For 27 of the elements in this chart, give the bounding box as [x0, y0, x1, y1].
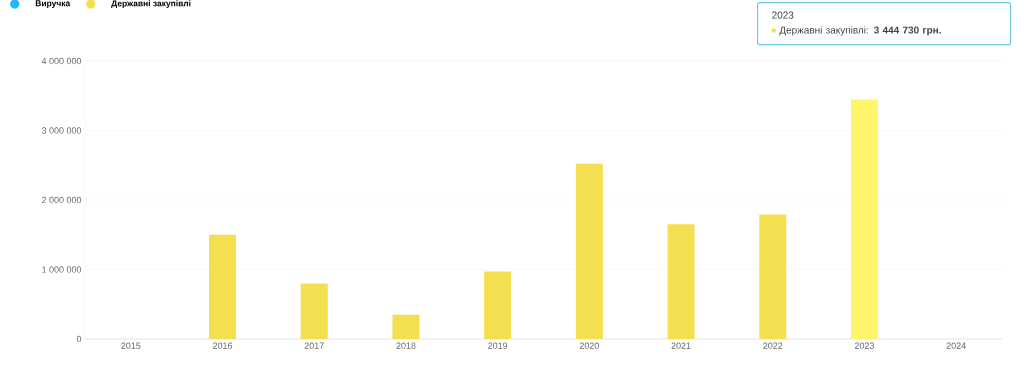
x-tick-label: 2015: [121, 342, 141, 349]
x-tick-label: 2021: [671, 342, 691, 349]
x-tick-label: 2018: [396, 342, 416, 349]
bar: [850, 99, 878, 339]
bar: [209, 234, 237, 339]
x-tick-label: 2024: [946, 342, 966, 349]
y-tick-label: 2 000 000: [42, 196, 82, 204]
bar: [300, 283, 328, 339]
x-tick-label: 2020: [579, 342, 599, 349]
bar: [759, 214, 787, 339]
legend-label: Виручка: [35, 0, 71, 8]
bar: [667, 224, 695, 339]
y-tick-label: 0: [76, 335, 82, 343]
y-tick-label: 1 000 000: [42, 266, 82, 273]
x-tick-label: 2019: [488, 342, 508, 349]
x-tick-label: 2022: [763, 342, 783, 349]
y-tick-label: 4 000 000: [41, 57, 82, 65]
y-tick-label: 3 000 000: [41, 127, 82, 134]
bar: [484, 271, 512, 339]
text: 2023: [772, 11, 794, 19]
legend-label: Державні закупівлі: [111, 0, 191, 9]
bar: [392, 314, 420, 339]
x-tick-label: 2016: [213, 342, 233, 349]
bar: [575, 163, 603, 339]
x-tick-label: 2017: [304, 342, 324, 349]
text: Державні закупівлі: 3 444 730 грн.: [779, 26, 941, 36]
x-tick-label: 2023: [854, 342, 875, 349]
